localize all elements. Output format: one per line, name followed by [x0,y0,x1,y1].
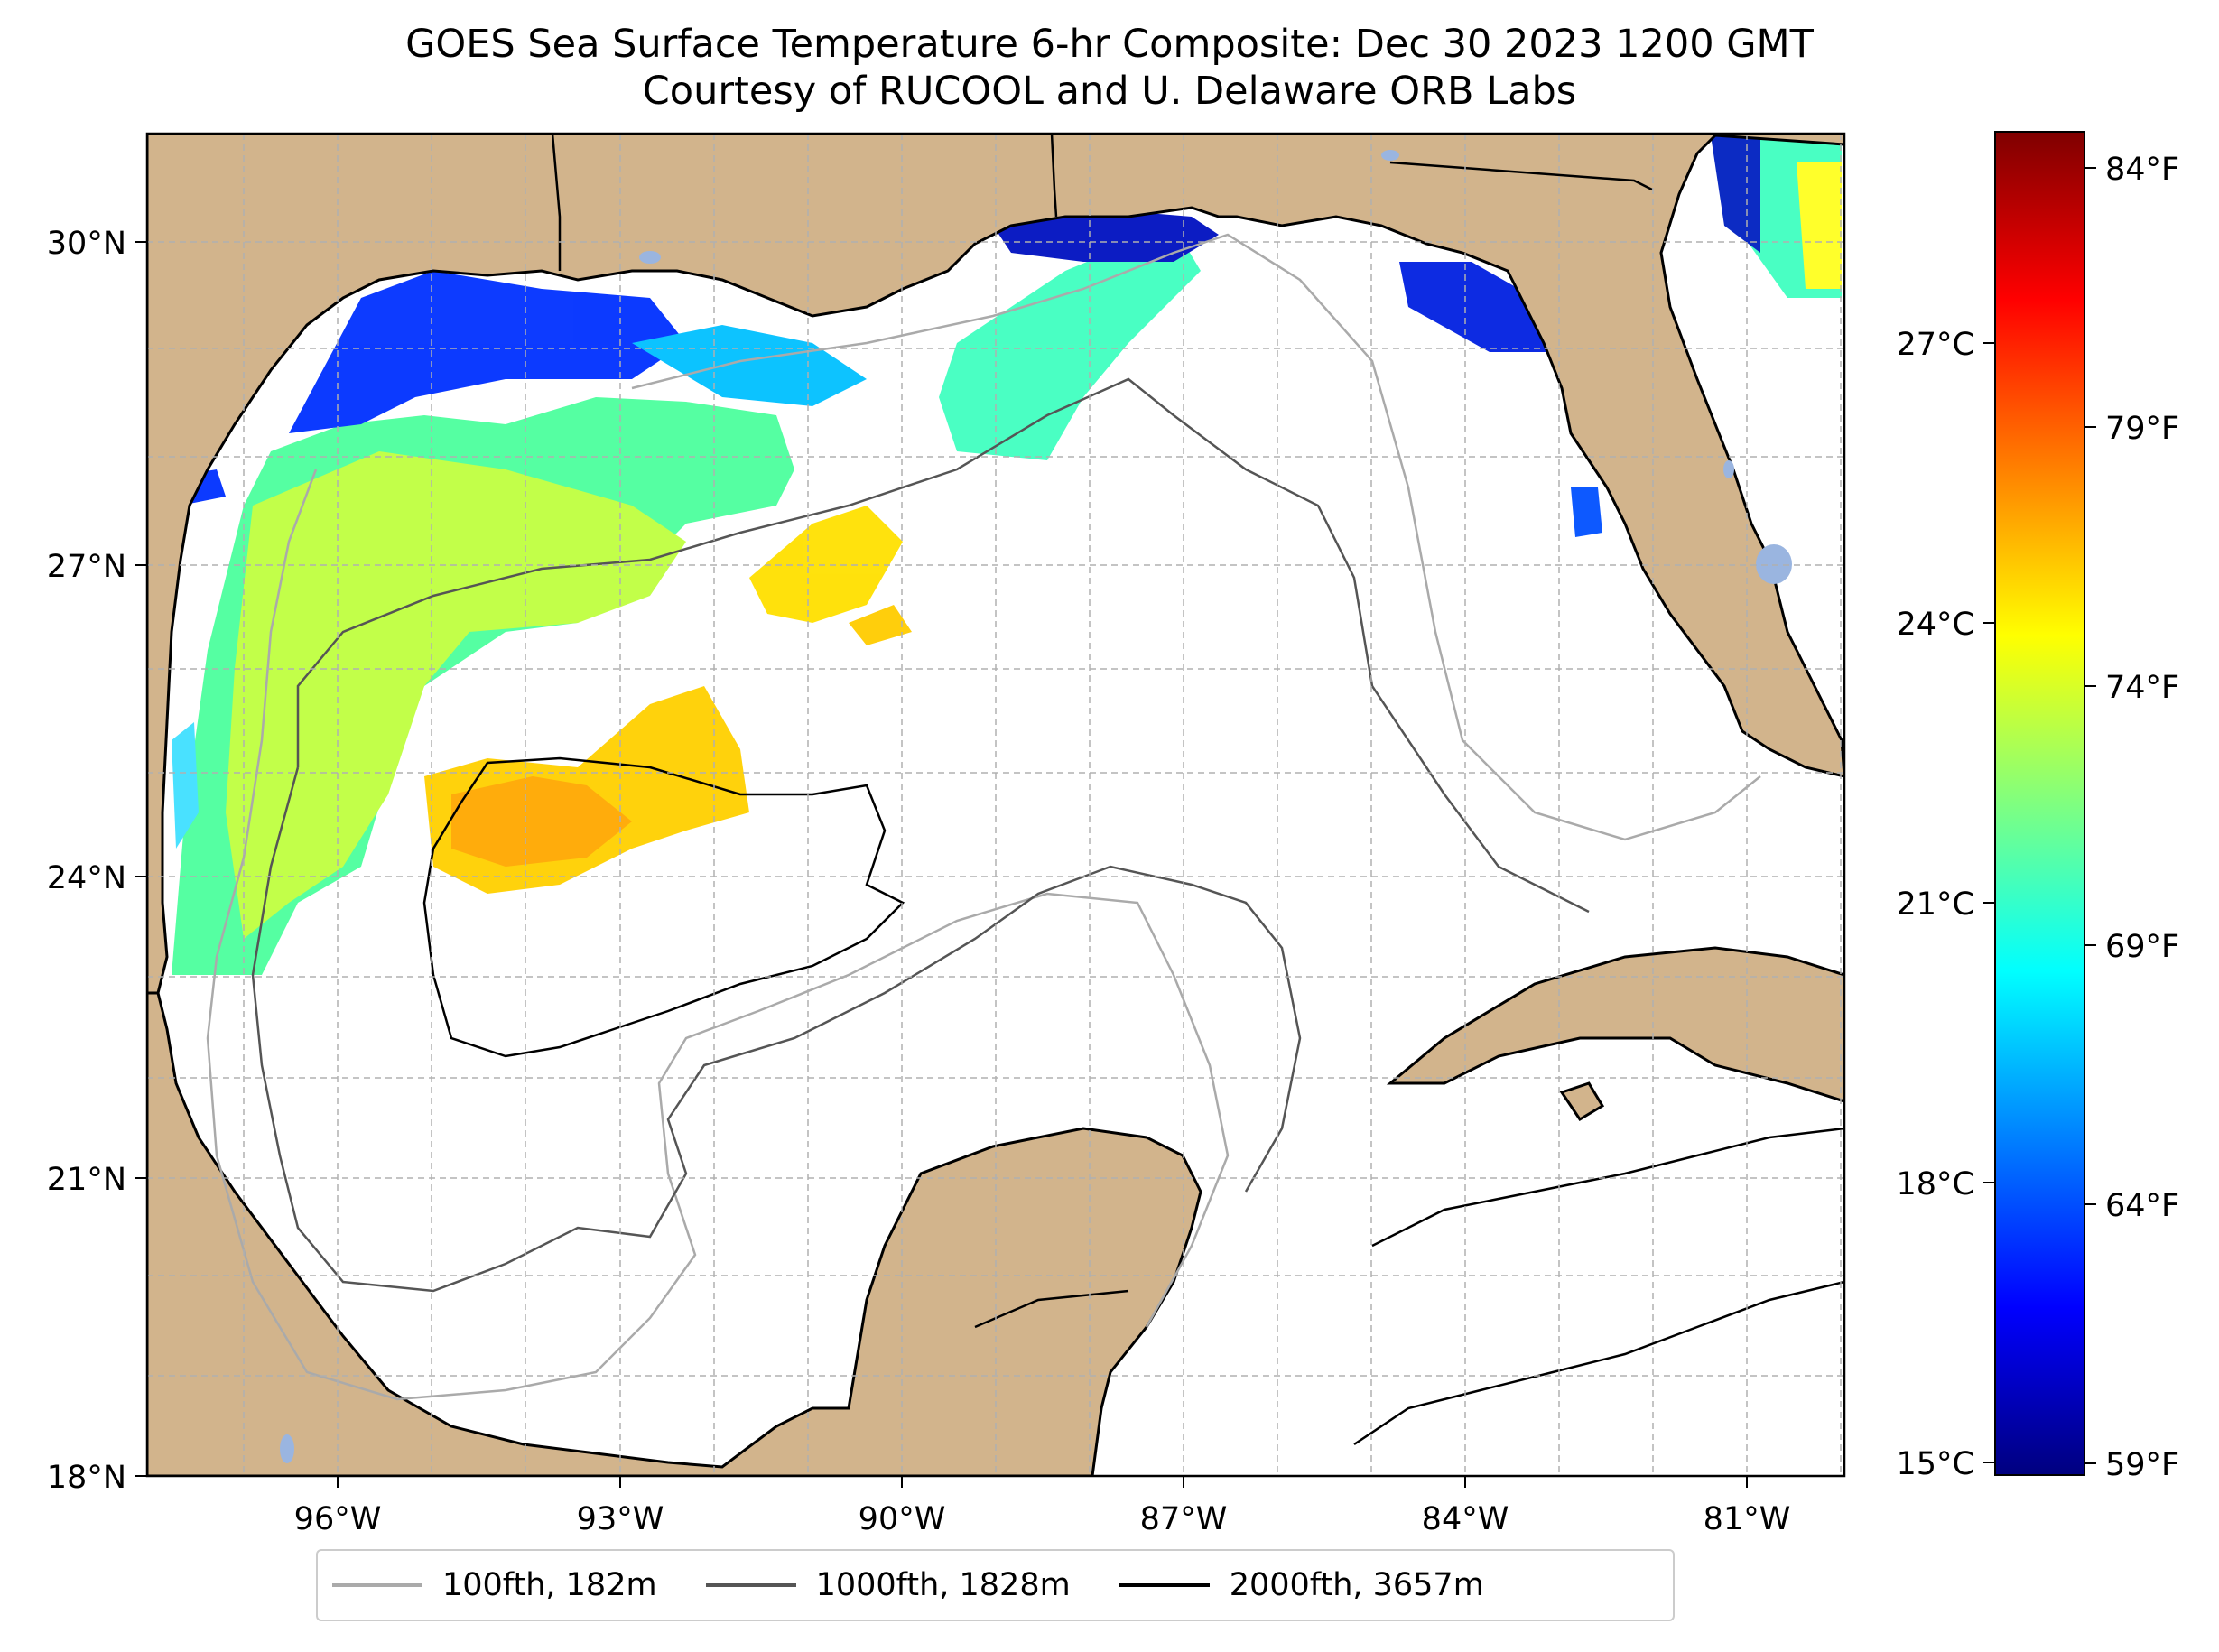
lake-okeechobee [1756,544,1792,584]
sst-patch-fl-panhandle [1399,262,1553,352]
legend-swatch-2000fth [1119,1583,1210,1587]
lat-label-30: 30°N [47,226,126,262]
legend-label-100fth: 100fth, 182m [442,1567,657,1603]
lon-label-81: 81°W [1704,1501,1791,1537]
sst-patch-fl-yellow [1797,162,1842,289]
lake-small-4 [1723,460,1734,478]
colorbar-label-64f: 64°F [2105,1188,2179,1224]
contour-100fth [206,233,1761,1401]
lake-small-1 [1381,150,1399,161]
map-border [145,132,1846,1478]
colorbar-label-79f: 79°F [2105,411,2179,447]
colorbar [1994,131,2085,1476]
land-us-gulf-coast [147,134,1844,995]
sst-patch-yellow-small [849,605,912,645]
lake-small-3 [280,1434,294,1463]
border-texas-la [551,134,562,271]
lon-label-87: 87°W [1140,1501,1228,1537]
sst-patch-fl-atlantic-cold [1711,135,1760,253]
legend-swatch-1000fth [705,1583,796,1587]
border-fl-ga [1389,161,1653,191]
bathymetry [206,233,1844,1446]
border-ms-al [1050,134,1058,218]
colorbar-label-84f: 84°F [2105,152,2179,188]
legend-label-2000fth: 2000fth, 3657m [1229,1567,1484,1603]
land-isla-juventud [1559,1081,1605,1122]
legend-item-1000fth: 1000fth, 1828m [705,1567,1071,1603]
contour-1000fth [251,377,1590,1293]
sst-patch-north-cold [289,271,686,433]
lon-label-96: 96°W [294,1501,382,1537]
lon-label-90: 90°W [859,1501,946,1537]
legend-label-1000fth: 1000fth, 1828m [815,1567,1071,1603]
lat-label-27: 27°N [47,549,126,585]
lat-label-21: 21°N [47,1162,126,1198]
lat-label-18: 18°N [47,1460,126,1496]
colorbar-ticks [1983,167,2096,1464]
lon-label-84: 84°W [1422,1501,1509,1537]
colorbar-label-27c: 27°C [1897,327,1974,363]
legend-item-2000fth: 2000fth, 3657m [1119,1567,1484,1603]
sst-patch-yellow-east [749,506,903,623]
sst-patch-tampa [1571,487,1602,537]
sst-patch-eddy-core [451,776,632,867]
colorbar-label-24c: 24°C [1897,607,1974,643]
lon-ticks [337,1476,1748,1488]
colorbar-label-18c: 18°C [1897,1166,1974,1202]
sst-patch-central-shelf [226,451,686,939]
contour-2000fth [422,756,1844,1446]
sst-patch-sw-cyan [172,722,199,849]
map-subtitle: Courtesy of RUCOOL and U. Delaware ORB L… [642,69,1577,114]
colorbar-label-21c: 21°C [1897,886,1974,923]
land [147,134,1844,1476]
lat-ticks [135,241,147,1477]
sst-patch-nearshore-cyan [939,226,1201,460]
colorbar-label-74f: 74°F [2105,670,2179,706]
legend: 100fth, 182m 1000fth, 1828m 2000fth, 365… [316,1549,1675,1621]
colorbar-label-69f: 69°F [2105,929,2179,965]
map-title: GOES Sea Surface Temperature 6-hr Compos… [405,22,1814,67]
gridlines [147,134,1844,1476]
colorbar-label-59f: 59°F [2105,1447,2179,1483]
colorbar-label-15c: 15°C [1897,1446,1974,1482]
sst-patch-miss-bight [993,208,1219,262]
inland-water [280,150,1792,1463]
lake-small-2 [639,251,661,264]
lon-label-93: 93°W [577,1501,664,1537]
legend-item-100fth: 100fth, 182m [332,1567,657,1603]
legend-swatch-100fth [332,1583,422,1587]
land-cuba [1386,946,1844,1103]
lat-label-24: 24°N [47,860,126,896]
